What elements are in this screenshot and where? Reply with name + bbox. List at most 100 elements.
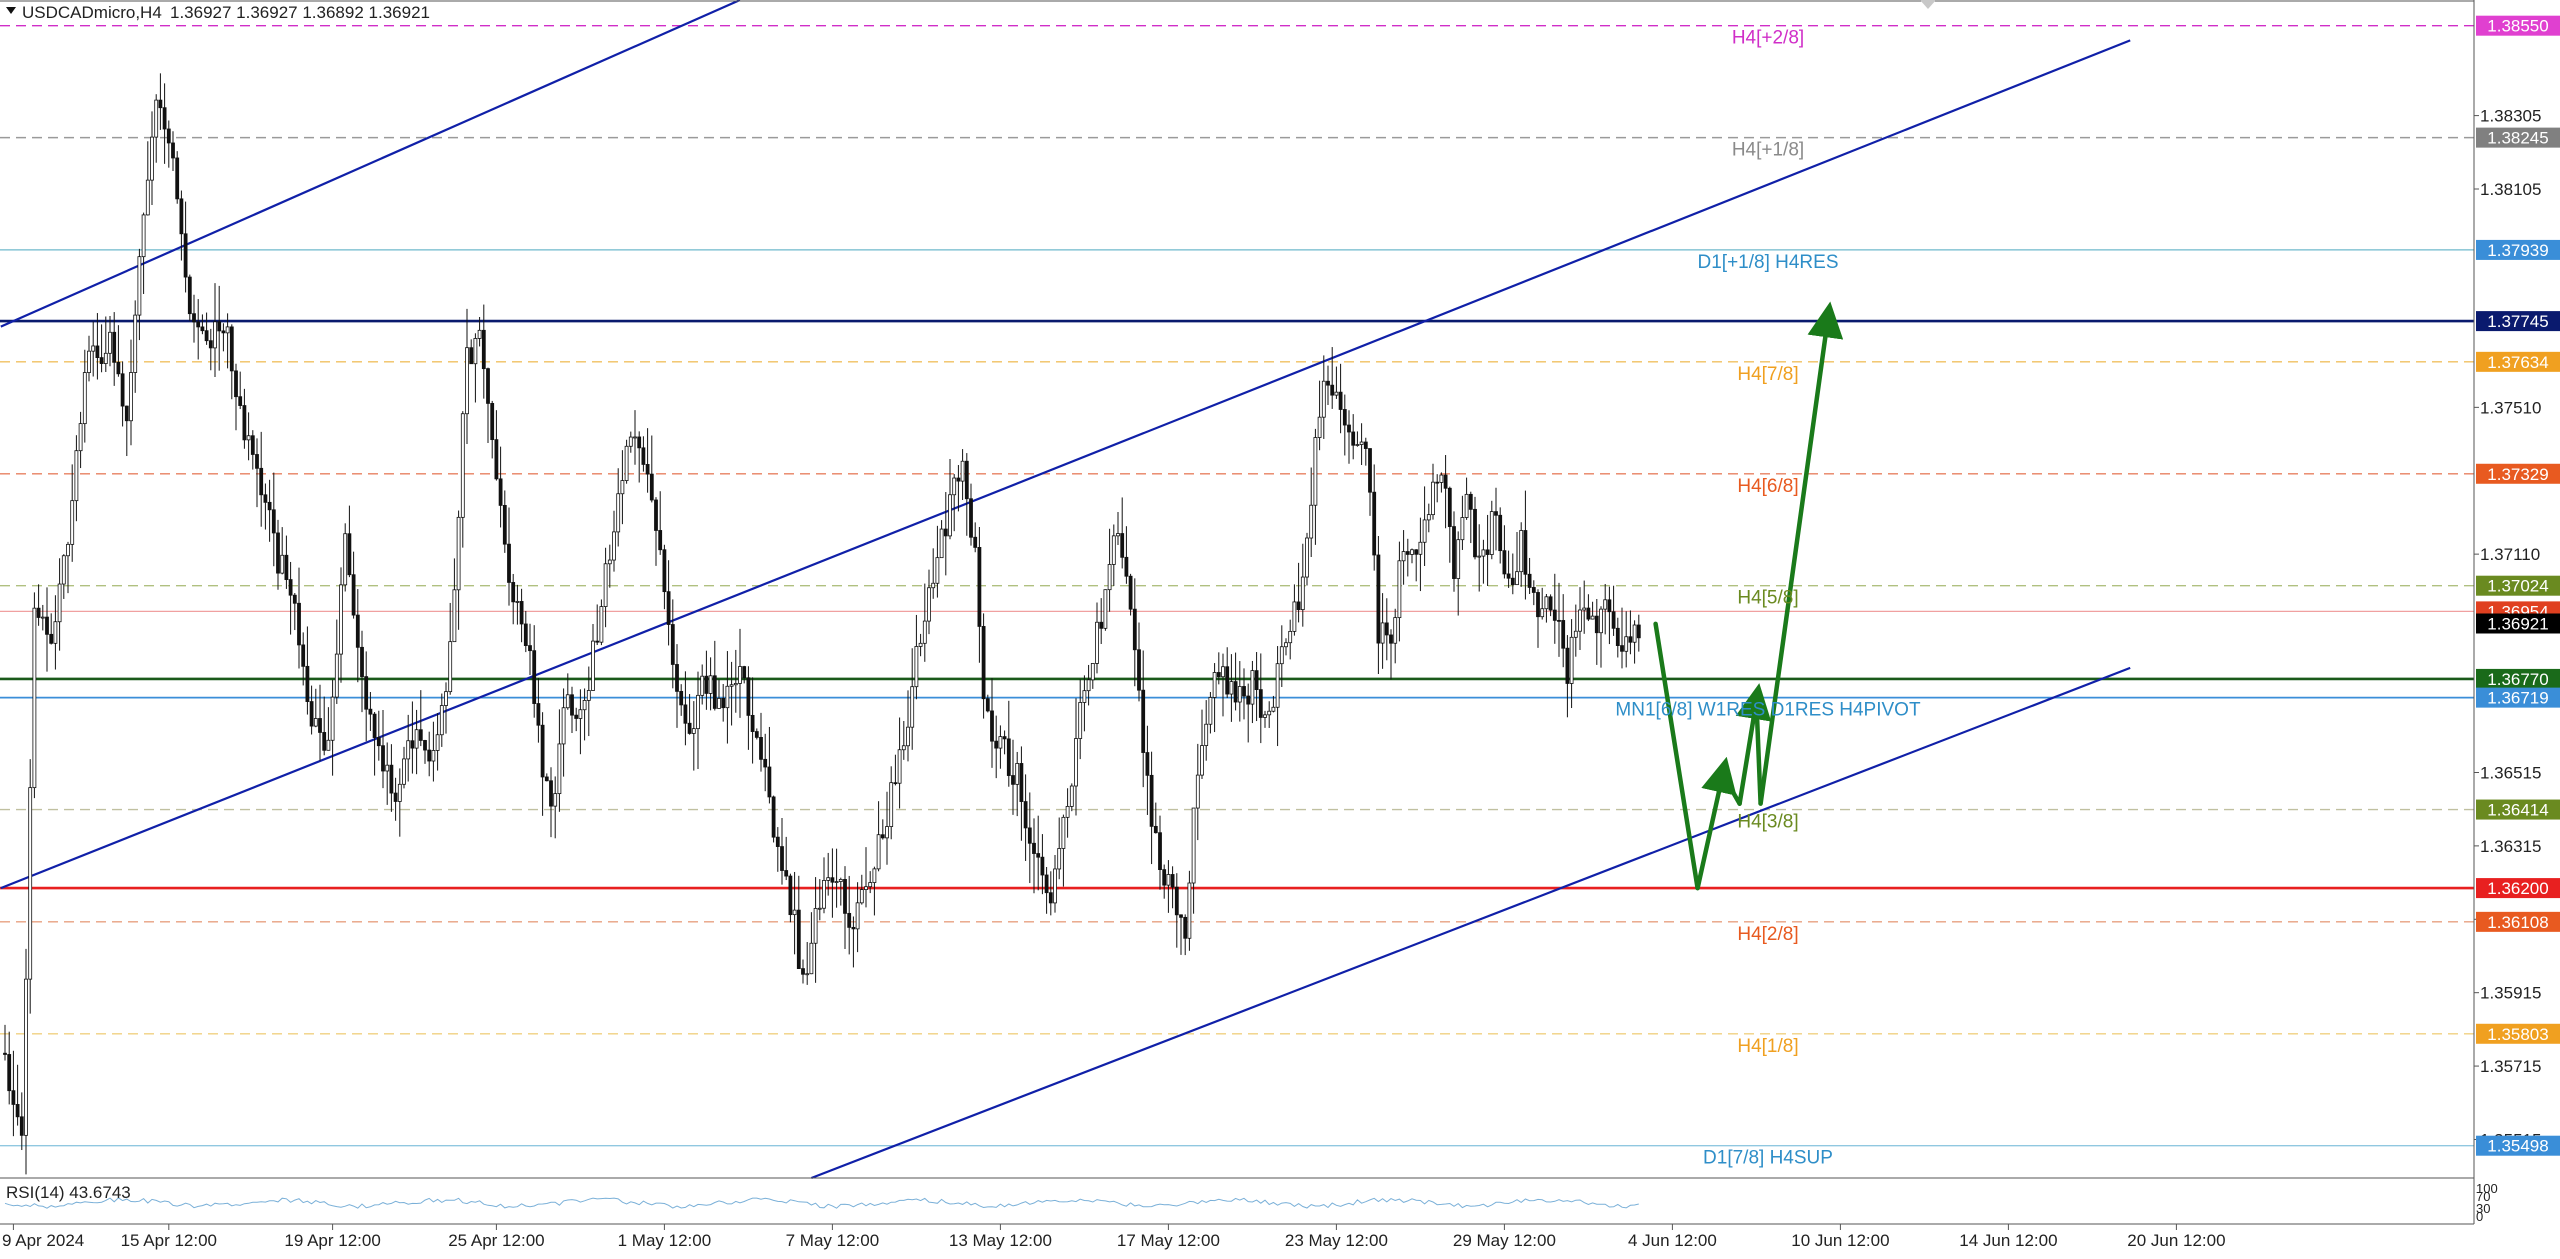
rsi-panel[interactable] <box>4 1197 1639 1209</box>
candle <box>1347 410 1351 464</box>
candle <box>801 959 805 984</box>
candle <box>557 709 562 812</box>
candle <box>141 212 146 294</box>
candle <box>1065 788 1070 838</box>
candle <box>1342 394 1347 456</box>
time-axis[interactable]: 9 Apr 2024 15 Apr 12:00 19 Apr 12:00 25 Apr… <box>2 1224 2226 1250</box>
candle <box>691 701 696 771</box>
candle-body <box>364 676 369 710</box>
candle-body <box>893 782 898 785</box>
candle <box>1506 550 1511 588</box>
candle-body <box>1036 853 1041 858</box>
candle <box>1183 914 1188 956</box>
candle <box>213 283 217 377</box>
candle <box>763 733 768 792</box>
candle-body <box>1296 601 1301 610</box>
candle-body <box>124 405 129 422</box>
candle-body <box>696 694 700 730</box>
price-badge-text-3: 1.37745 <box>2487 312 2548 331</box>
candle <box>242 388 247 449</box>
candle <box>700 664 705 705</box>
candle-body <box>1561 620 1566 649</box>
candle <box>313 688 318 728</box>
candle <box>456 510 461 630</box>
candle <box>658 491 663 555</box>
candle <box>1410 548 1414 564</box>
candle <box>402 746 406 789</box>
candle-body <box>19 1116 24 1136</box>
candle-body <box>528 645 532 652</box>
price-tick-label-8: 1.35715 <box>2480 1057 2541 1076</box>
candle <box>192 294 196 343</box>
candle <box>1330 347 1335 409</box>
candle-body <box>830 877 835 883</box>
candle <box>1015 751 1020 817</box>
candle <box>637 431 642 483</box>
candle-body <box>880 834 885 839</box>
candle <box>591 624 595 691</box>
candle <box>196 299 201 360</box>
candle <box>998 725 1003 769</box>
candle <box>1053 854 1057 913</box>
candle <box>1636 614 1641 652</box>
collapse-triangle-icon[interactable] <box>6 7 16 14</box>
candle <box>553 776 558 839</box>
candle-body <box>24 978 28 1136</box>
candle <box>1393 608 1398 664</box>
price-badge-text-8: 1.36770 <box>2487 670 2548 689</box>
candle-body <box>889 782 894 827</box>
forecast-segment-3 <box>1735 683 1772 806</box>
candle <box>859 874 864 905</box>
candle <box>1594 599 1599 665</box>
candle-body <box>1330 384 1335 396</box>
candle-body <box>1540 608 1545 618</box>
candle <box>796 875 801 970</box>
shift-marker-icon[interactable] <box>1920 0 1936 9</box>
candle-body <box>1099 621 1104 629</box>
candle <box>561 688 566 777</box>
candle <box>53 595 58 670</box>
current-price-badge <box>2476 613 2560 634</box>
candle <box>372 712 377 776</box>
candle-body <box>280 554 285 574</box>
candle-body <box>1078 702 1083 739</box>
candle-body <box>1582 607 1587 611</box>
price-badge-text-0: 1.38550 <box>2487 17 2548 36</box>
candle <box>910 648 915 750</box>
candle-body <box>347 533 352 576</box>
candle-body <box>284 554 289 580</box>
candle-body <box>809 942 814 975</box>
candle <box>1086 664 1091 706</box>
candle-body <box>444 691 448 706</box>
candle <box>1040 834 1045 895</box>
price-badge-text-1: 1.38245 <box>2487 129 2548 148</box>
candle <box>981 613 986 719</box>
chart-header: USDCADmicro,H4 1.36927 1.36927 1.36892 1… <box>6 3 430 22</box>
price-badge-0 <box>2476 15 2560 36</box>
candle-body <box>1095 621 1099 664</box>
candle <box>70 464 75 562</box>
candle-body <box>750 714 755 732</box>
candle-body <box>1565 647 1570 684</box>
candle-body <box>1107 564 1112 591</box>
candle-body <box>150 136 154 181</box>
candle-body <box>1590 615 1595 620</box>
candle <box>918 633 923 657</box>
candle <box>864 847 868 908</box>
candle <box>1531 580 1536 606</box>
time-label-13: 20 Jun 12:00 <box>2127 1231 2225 1250</box>
candle <box>1023 774 1028 861</box>
candle-body <box>1485 549 1490 555</box>
candle <box>1275 646 1280 747</box>
price-badge-text-12: 1.36108 <box>2487 913 2548 932</box>
level-label-0: H4[+2/8] <box>1732 28 1804 49</box>
candle-body <box>1615 627 1620 647</box>
time-label-10: 4 Jun 12:00 <box>1628 1231 1717 1250</box>
candle-body <box>1179 914 1183 918</box>
forecast-segment-join <box>1754 700 1763 804</box>
candle-body <box>960 460 965 482</box>
candle-body <box>717 698 721 709</box>
candle-body <box>1263 714 1267 718</box>
